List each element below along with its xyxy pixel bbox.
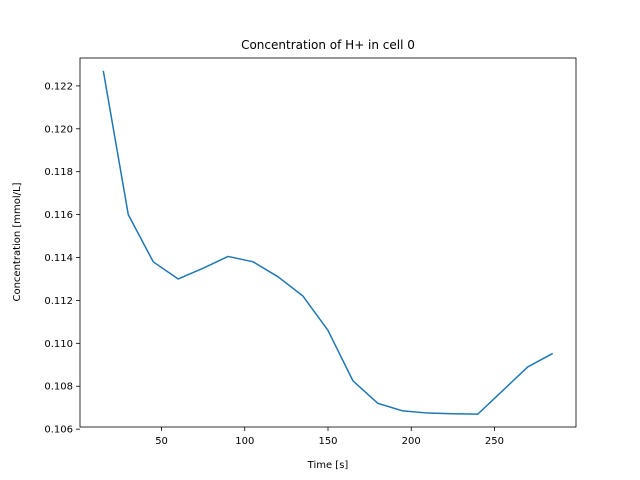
chart-title: Concentration of H+ in cell 0 (241, 38, 415, 52)
y-tick-label: 0.106 (44, 425, 73, 436)
y-tick-label: 0.122 (44, 81, 73, 92)
y-tick-label: 0.114 (44, 253, 73, 264)
x-axis-title: Time [s] (307, 460, 349, 471)
y-tick-label: 0.118 (44, 167, 73, 178)
x-tick-label: 150 (318, 436, 337, 447)
x-tick-label: 100 (235, 436, 254, 447)
y-tick-label: 0.110 (44, 339, 73, 350)
y-tick-label: 0.120 (44, 124, 73, 135)
x-tick-label: 50 (155, 436, 168, 447)
x-tick-label: 250 (485, 436, 504, 447)
series-line-0 (102, 70, 554, 415)
y-tick-label: 0.116 (44, 210, 73, 221)
y-tick-label: 0.108 (44, 382, 73, 393)
plot-area: 50 100 150 200 250 0.106 0.108 0.110 0.112 0.114 0… (44, 57, 577, 447)
y-tick-label: 0.112 (44, 296, 73, 307)
y-axis-title: Concentration [mmol/L] (12, 182, 23, 301)
x-tick-label: 200 (402, 436, 421, 447)
